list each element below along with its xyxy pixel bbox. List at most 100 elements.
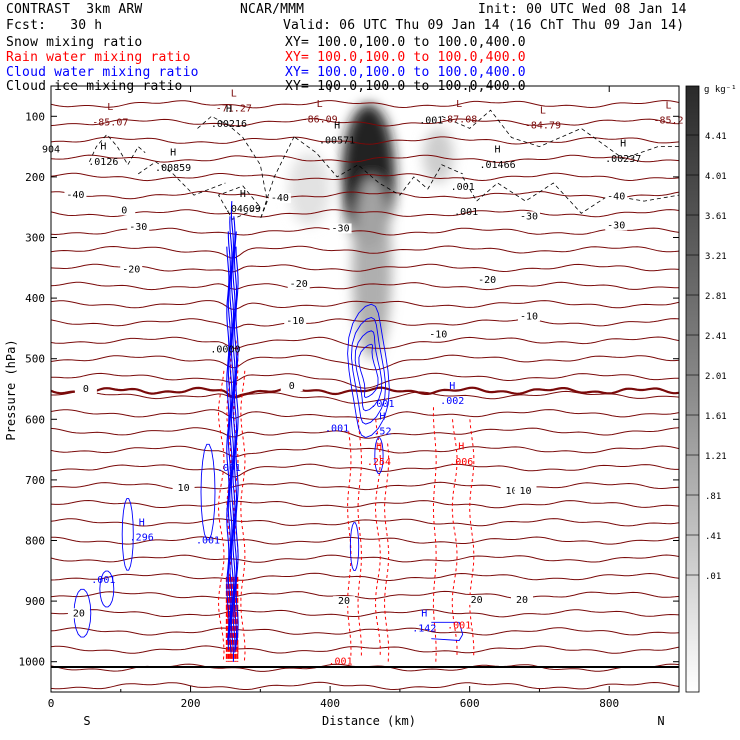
colorbar-tick-label: 1.61 xyxy=(705,412,727,422)
extremum-value: .254 xyxy=(367,457,391,468)
contour-value-label: .001 xyxy=(370,399,394,410)
extremum-marker: H xyxy=(240,189,246,200)
isotherm-label: 20 xyxy=(73,608,85,619)
x-end-label-left: S xyxy=(83,714,90,728)
isotherm-label: -20 xyxy=(478,275,496,286)
extremum-marker: H xyxy=(334,120,340,131)
isotherm-label-bg xyxy=(280,381,303,391)
isotherm-line xyxy=(51,154,679,163)
contour-value-label: .001 xyxy=(91,575,115,586)
extremum-marker: H xyxy=(495,145,501,156)
isotherm-label-bg xyxy=(465,594,488,605)
isotherm-line xyxy=(51,118,679,127)
cloud-water-blob xyxy=(99,570,115,608)
extremum-marker: L xyxy=(666,100,672,111)
extremum-marker: H xyxy=(458,442,464,453)
y-tick-label: 1000 xyxy=(19,656,46,669)
isotherm-label-bg xyxy=(605,191,628,202)
isotherm-label: -10 xyxy=(429,329,447,340)
cloud-water-blob xyxy=(349,522,360,571)
colorbar-tick-label: 2.41 xyxy=(705,332,727,342)
extremum-marker: L xyxy=(231,88,237,99)
extremum-marker: H xyxy=(170,148,176,159)
x-tick-label: 800 xyxy=(599,697,619,710)
x-tick-label: 0 xyxy=(48,697,55,710)
center-name: NCAR/MMM xyxy=(240,2,305,17)
cloud-water-cell-contour xyxy=(354,330,383,412)
snow-shade-blob xyxy=(422,128,454,183)
colorbar-tick-label: .81 xyxy=(705,492,721,502)
cloud-water-cell-contour xyxy=(347,303,390,438)
contour-value-label: .001 xyxy=(419,116,443,127)
extremum-marker: H xyxy=(620,139,626,150)
extremum-marker: H xyxy=(226,104,232,115)
cloud-water-cell-contour xyxy=(358,343,379,398)
cloud-ice-contours xyxy=(89,109,679,220)
rain-water-contours xyxy=(217,340,475,662)
extremum-value: .142 xyxy=(412,623,436,634)
isotherm-label-bg xyxy=(74,384,97,395)
isotherm-label: 0 xyxy=(289,381,295,392)
rain-water-contour xyxy=(432,407,437,662)
isotherm-line xyxy=(51,481,679,491)
y-tick-label: 200 xyxy=(25,171,45,184)
init-time: Init: 00 UTC Wed 08 Jan 14 xyxy=(478,2,687,17)
rain-water-contour xyxy=(451,419,458,656)
isotherm-label: 10 xyxy=(506,486,518,497)
extremum-value: .006 xyxy=(449,457,473,468)
colorbar-tick-label: 4.41 xyxy=(705,132,727,142)
isotherm-label: 20 xyxy=(516,595,528,606)
y-tick-label: 900 xyxy=(25,595,45,608)
model-title: CONTRAST 3km ARW xyxy=(6,2,143,17)
colorbar-tick-label: .41 xyxy=(705,532,721,542)
contour-value-label: .001 xyxy=(447,620,471,631)
contour-value-label: .001 xyxy=(217,463,241,474)
isotherm-label-bg xyxy=(329,223,352,234)
cloud-ice-contour xyxy=(89,133,146,166)
isotherm-line xyxy=(51,536,679,545)
cloud-water-column-contour xyxy=(232,216,236,653)
isotherm-line xyxy=(51,354,679,371)
isotherm-label-bg xyxy=(500,485,523,496)
isotherm-label-bg xyxy=(517,211,540,222)
isotherm-line xyxy=(51,281,679,291)
field-name-rain: Rain water mixing ratio xyxy=(6,50,191,65)
isotherm-line xyxy=(51,172,679,182)
cloud-ice-contour xyxy=(197,115,296,220)
y-tick-label: 700 xyxy=(25,474,45,487)
isotherm-label: -30 xyxy=(129,222,147,233)
extremum-marker: H xyxy=(139,517,145,528)
snow-shading xyxy=(288,104,454,359)
cloud-ice-contour xyxy=(217,185,261,220)
isotherm-line xyxy=(51,245,679,259)
isotherm-label-bg xyxy=(284,316,307,327)
field-xy-cloud-water: XY= 100.0,100.0 to 100.0,400.0 xyxy=(285,65,526,80)
isotherm-label: 10 xyxy=(519,486,531,497)
contour-value-label: .001 xyxy=(325,423,349,434)
cloud-water-blob xyxy=(431,621,464,641)
isotherm-label: -40 xyxy=(607,191,625,202)
isotherm-label-bg xyxy=(127,222,150,233)
isotherm-label-bg xyxy=(605,220,628,231)
cloud-water-column-contour xyxy=(229,216,233,653)
cloud-water-column-contour xyxy=(226,246,230,641)
rain-water-contour xyxy=(374,419,381,656)
isotherm-label: 10 xyxy=(178,483,190,494)
isotherm-line xyxy=(51,681,679,691)
isotherm-label-bg xyxy=(476,274,499,285)
cloud-ice-contour xyxy=(294,137,463,196)
extremum-value: .00571 xyxy=(319,136,355,147)
isotherm-label-bg xyxy=(517,311,540,322)
rain-water-contour xyxy=(217,370,225,662)
cloud-water-cell-contour xyxy=(350,317,387,425)
isotherm-line xyxy=(51,209,679,218)
x-tick-label: 200 xyxy=(181,697,201,710)
isotherm-line xyxy=(51,263,679,273)
isotherm-line xyxy=(51,390,679,404)
isotherm-label: 0 xyxy=(121,205,127,216)
colorbar-tick-label: 2.81 xyxy=(705,292,727,302)
x-tick-label: 400 xyxy=(320,697,340,710)
contour-value-label: .001 xyxy=(451,182,475,193)
extremum-marker: H xyxy=(421,608,427,619)
extremum-value: .00859 xyxy=(155,163,191,174)
